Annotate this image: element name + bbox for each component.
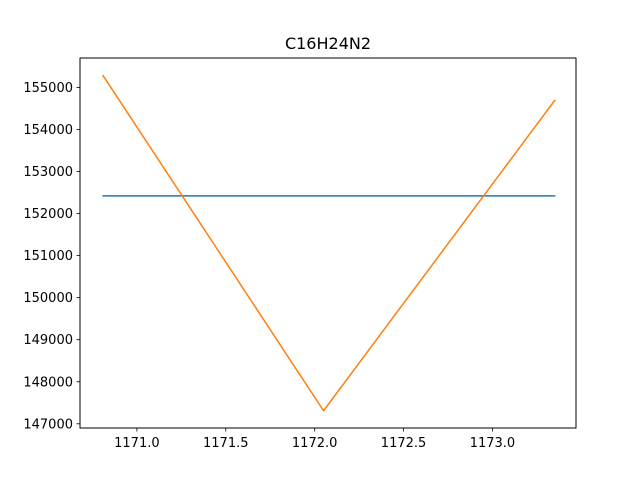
plot-series-group — [102, 74, 556, 412]
y-tick-label: 153000 — [23, 165, 73, 180]
y-tick-label: 147000 — [23, 417, 73, 432]
series-line-1 — [102, 74, 556, 412]
x-tick-label: 1173.0 — [470, 436, 516, 451]
plot-area-frame — [79, 57, 577, 429]
x-tick-label: 1171.5 — [203, 436, 249, 451]
y-tick-label: 155000 — [23, 81, 73, 96]
y-tick-label: 151000 — [23, 249, 73, 264]
x-tick-label: 1172.0 — [292, 436, 338, 451]
chart-title: C16H24N2 — [285, 34, 371, 53]
y-tick-label: 148000 — [23, 375, 73, 390]
y-axis: 147000 148000 149000 150000 151000 152000 1530… — [23, 81, 80, 432]
x-tick-label: 1172.5 — [381, 436, 427, 451]
y-tick-label: 152000 — [23, 207, 73, 222]
y-tick-label: 149000 — [23, 333, 73, 348]
x-tick-label: 1171.0 — [114, 436, 160, 451]
y-tick-label: 150000 — [23, 291, 73, 306]
x-axis: 1171.0 1171.5 1172.0 1172.5 1173.0 — [114, 428, 515, 451]
y-tick-label: 154000 — [23, 123, 73, 138]
